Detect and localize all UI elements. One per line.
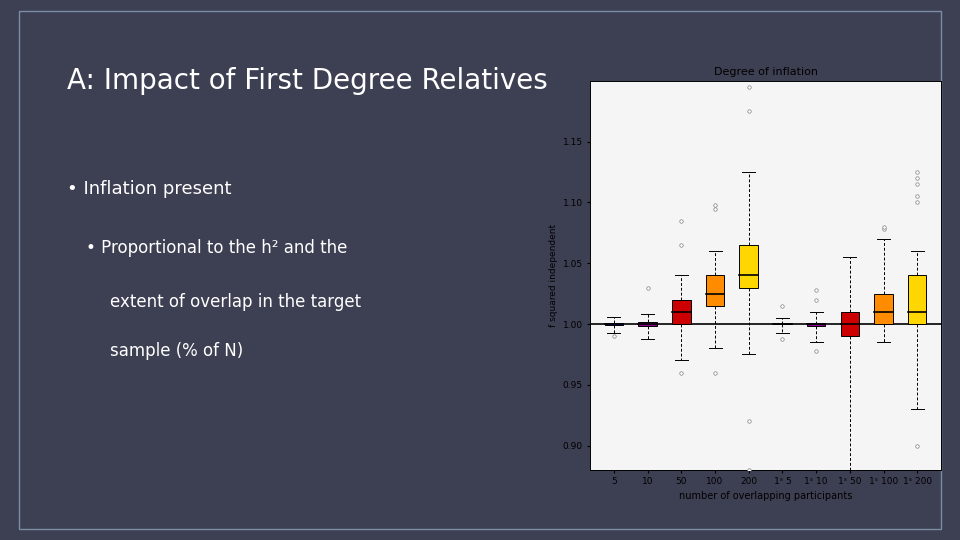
Text: extent of overlap in the target: extent of overlap in the target xyxy=(110,293,362,312)
Bar xyxy=(672,300,690,324)
Text: • Proportional to the h² and the: • Proportional to the h² and the xyxy=(86,239,348,258)
Title: Degree of inflation: Degree of inflation xyxy=(713,68,818,77)
Bar xyxy=(875,294,893,324)
Bar xyxy=(739,245,758,287)
Text: A: Impact of First Degree Relatives: A: Impact of First Degree Relatives xyxy=(67,67,548,95)
Text: • Inflation present: • Inflation present xyxy=(67,180,231,198)
Text: sample (% of N): sample (% of N) xyxy=(110,342,244,360)
Bar xyxy=(841,312,859,336)
Bar xyxy=(706,275,725,306)
Bar xyxy=(638,322,657,326)
X-axis label: number of overlapping participants: number of overlapping participants xyxy=(679,491,852,501)
Bar xyxy=(605,323,623,325)
Bar xyxy=(806,324,826,326)
Bar xyxy=(908,275,926,324)
Y-axis label: f squared independent: f squared independent xyxy=(549,224,559,327)
